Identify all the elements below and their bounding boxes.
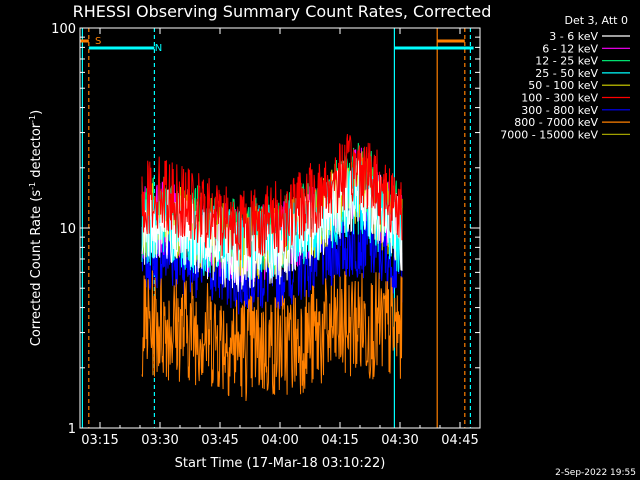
y-tick-label-0: 100 [51,22,76,37]
x-tick-label-6: 04:45 [441,433,478,448]
legend-label-6: 300 - 800 keV [521,104,598,117]
legend-label-1: 6 - 12 keV [542,42,598,55]
y-label-end: ) [29,110,44,115]
y-label-sup-2: -1 [28,115,37,123]
x-tick-label-4: 04:15 [321,433,358,448]
y-label-mid: detector [29,122,44,182]
x-tick-label-0: 03:15 [81,433,118,448]
legend-label-2: 12 - 25 keV [535,55,598,68]
y-tick-label-1: 10 [59,222,76,237]
y-label-sup-1: -1 [28,182,37,190]
x-tick-label-3: 04:00 [261,433,298,448]
series-layer [141,133,403,402]
y-label-main: Corrected Count Rate (s [29,190,44,347]
legend-label-8: 7000 - 15000 keV [500,128,598,141]
y-axis-label: Corrected Count Rate (s-1 detector-1) [28,110,44,346]
chart-title: RHESSI Observing Summary Count Rates, Co… [73,2,492,21]
legend-label-4: 50 - 100 keV [528,79,598,92]
series-5-trace [141,133,403,261]
x-tick-label-1: 03:30 [141,433,178,448]
flag-label-s: S [95,36,101,47]
flag-label-n: N [155,43,162,54]
x-tick-label-2: 03:45 [201,433,238,448]
footer-date: 2-Sep-2022 19:55 [555,468,636,478]
x-axis-label: Start Time (17-Mar-18 03:10:22) [175,456,386,471]
legend-label-5: 100 - 300 keV [521,92,598,105]
legend-label-3: 25 - 50 keV [535,67,598,80]
legend-title: Det 3, Att 0 [565,14,629,27]
y-tick-label-2: 1 [68,422,76,437]
x-tick-label-5: 04:30 [381,433,418,448]
legend-label-0: 3 - 6 keV [549,30,598,43]
series-7-trace [141,270,403,402]
legend-label-7: 800 - 7000 keV [514,116,598,129]
tick-layer: 03:15 03:30 03:45 04:00 04:15 04:30 04:45 100 10… [51,22,481,448]
